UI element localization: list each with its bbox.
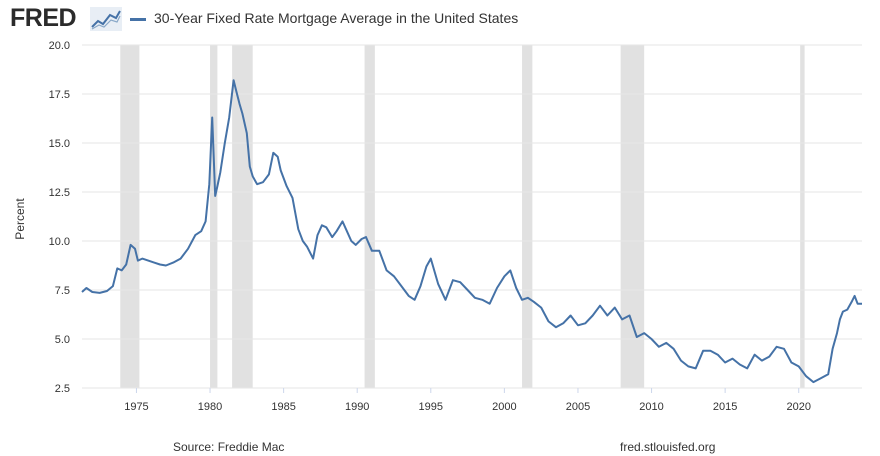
series-lines [81,79,862,384]
y-tick-label: 10.0 [49,236,70,248]
trend-chart-icon [90,7,122,31]
chart-title[interactable]: 30-Year Fixed Rate Mortgage Average in t… [154,10,519,26]
y-tick-label: 15.0 [49,138,70,150]
gridlines [82,44,862,389]
recession-band-6 [800,45,805,388]
x-tick-label: 1980 [198,401,222,413]
fred-logo[interactable]: FRED [10,4,77,32]
site-link[interactable]: fred.stlouisfed.org [620,440,716,454]
y-axis-label: Percent [13,198,27,240]
y-tick-labels: 2.5 5.0 7.5 10.0 12.5 15.0 17.5 20.0 [49,40,70,395]
y-tick-label: 17.5 [49,89,70,101]
x-tick-label: 1990 [345,401,369,413]
legend-line-swatch [130,18,146,21]
x-tick-label: 2005 [566,401,590,413]
chart-header: FRED 30-Year Fixed Rate Mortgage Average… [10,4,870,34]
y-tick-label: 12.5 [49,187,70,199]
x-tick-labels: 1975 1980 1985 1990 1995 2000 2005 2010 2015 2020 [124,388,811,413]
y-tick-label: 5.0 [55,334,70,346]
recession-band-1 [210,45,218,388]
recession-bands [120,45,805,388]
recession-band-2 [232,45,253,388]
recession-band-0 [120,45,140,388]
y-tick-label: 7.5 [55,285,70,297]
recession-band-3 [364,45,375,388]
x-tick-label: 2000 [492,401,516,413]
x-tick-label: 1985 [271,401,295,413]
x-tick-label: 1975 [124,401,148,413]
x-tick-label: 2010 [639,401,663,413]
recession-band-5 [620,45,645,388]
recession-band-4 [522,45,533,388]
x-tick-label: 2015 [713,401,737,413]
y-tick-label: 2.5 [55,383,70,395]
x-tick-label: 1995 [419,401,443,413]
x-tick-label: 2020 [786,401,810,413]
source-label: Source: Freddie Mac [173,440,285,454]
series-line-0[interactable] [81,79,862,384]
y-tick-label: 20.0 [49,40,70,52]
